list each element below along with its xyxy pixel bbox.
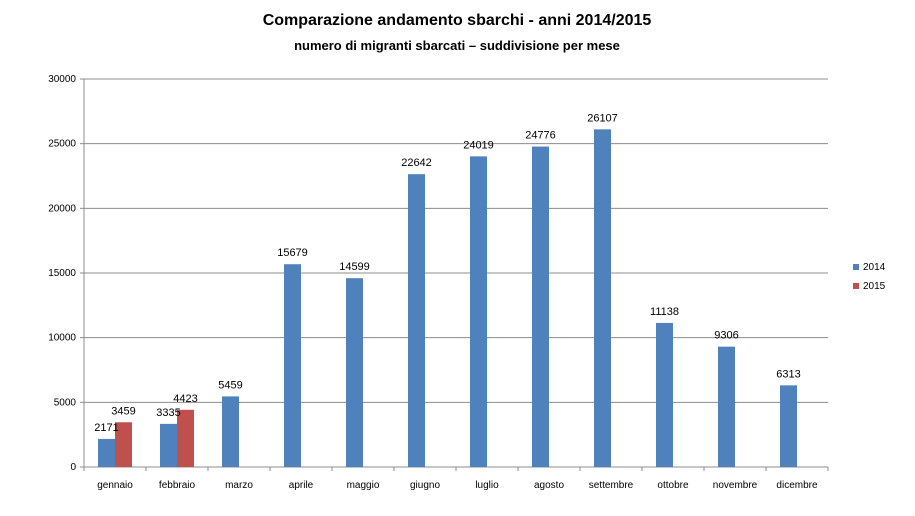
data-label: 9306 [714, 330, 738, 342]
x-tick-label: aprile [289, 480, 314, 491]
chart-subtitle: numero di migranti sbarcati – suddivisio… [294, 38, 620, 53]
data-label: 22642 [401, 157, 432, 169]
legend-label: 2014 [863, 262, 886, 273]
bar-2014-marzo [222, 396, 239, 467]
y-tick-label: 15000 [48, 268, 76, 279]
y-tick-label: 0 [70, 462, 76, 473]
axes: 0 5000 10000 15000 20000 25000 30000 gennaio feb… [48, 74, 829, 491]
y-tick-label: 30000 [48, 74, 76, 85]
y-tick-label: 25000 [48, 139, 76, 150]
data-label: 11138 [650, 306, 679, 318]
x-tick-label: dicembre [776, 480, 818, 491]
data-label: 14599 [339, 261, 370, 273]
bar-2014-aprile [284, 264, 301, 467]
data-label: 2171 [94, 422, 118, 434]
data-label: 26107 [587, 112, 618, 124]
bar-2014-maggio [346, 278, 363, 467]
legend-swatch-2015 [853, 283, 859, 289]
data-labels: 2171 3335 5459 15679 14599 22642 24019 24776 261… [94, 112, 800, 434]
x-tick-label: marzo [225, 480, 253, 491]
bar-2014-dicembre [780, 385, 797, 467]
bar-2014-luglio [470, 156, 487, 468]
x-tick-label: gennaio [97, 480, 133, 491]
legend-label: 2015 [863, 281, 886, 292]
bar-2014-novembre [718, 346, 735, 467]
legend: 2014 2015 [853, 262, 886, 292]
x-tick-label: novembre [713, 480, 758, 491]
bar-2014-giugno [408, 174, 425, 468]
x-tick-label: settembre [589, 480, 634, 491]
x-tick-label: febbraio [159, 480, 196, 491]
data-label: 24776 [525, 130, 556, 142]
y-tick-label: 5000 [54, 397, 77, 408]
y-tick-label: 10000 [48, 333, 76, 344]
data-label: 24019 [463, 139, 494, 151]
x-tick-label: giugno [410, 480, 440, 491]
x-tick-label: ottobre [657, 480, 689, 491]
x-tick-label: agosto [534, 480, 564, 491]
y-tick-label: 20000 [48, 203, 76, 214]
bar-2014-ottobre [656, 322, 673, 467]
bar-2015-gennaio [115, 422, 132, 467]
bar-2014-gennaio [98, 438, 115, 467]
data-label: 15679 [277, 247, 308, 259]
gridlines [84, 78, 828, 403]
data-label: 5459 [218, 379, 242, 391]
legend-swatch-2014 [853, 264, 859, 270]
data-label: 4423 [173, 393, 197, 405]
data-label: 3459 [111, 405, 135, 417]
x-tick-label: maggio [347, 480, 380, 491]
bars [98, 129, 797, 468]
bar-2014-settembre [594, 129, 611, 467]
bar-2014-agosto [532, 146, 549, 468]
x-tick-label: luglio [475, 480, 499, 491]
bar-2015-febbraio [177, 409, 194, 467]
chart-title: Comparazione andamento sbarchi - anni 20… [263, 12, 652, 29]
bar-2014-febbraio [160, 423, 177, 467]
data-label: 6313 [776, 368, 800, 380]
data-label: 3335 [156, 407, 180, 419]
